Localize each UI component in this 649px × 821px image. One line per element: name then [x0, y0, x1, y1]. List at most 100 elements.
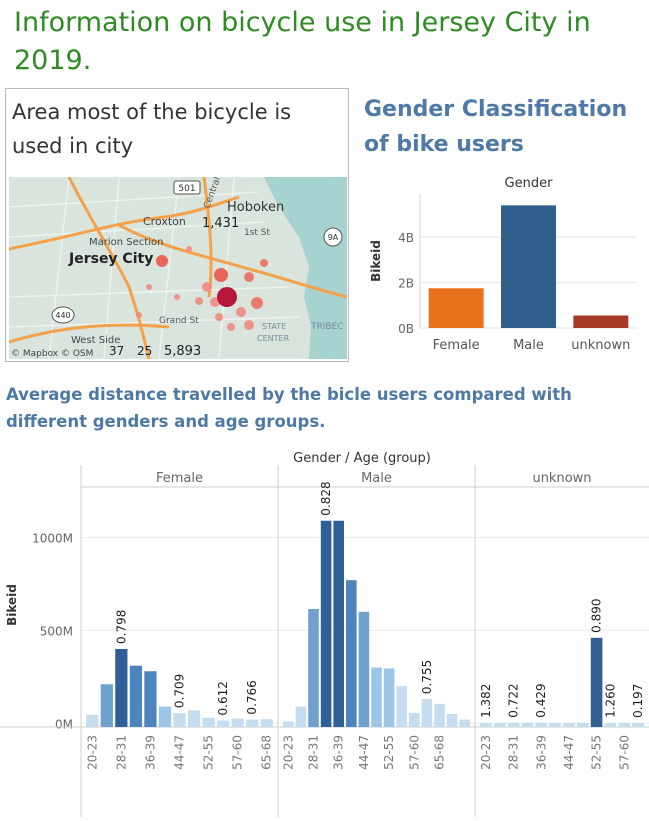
x-tick-label: 36-39 — [534, 735, 548, 770]
gender-section-title: Gender Classification of bike users — [364, 97, 628, 157]
gender-chart: Gender 0B 2B 4B Bikeid Female Male unknown — [362, 168, 649, 360]
bar-female[interactable] — [428, 288, 484, 328]
x-tick-label: 28-31 — [307, 735, 321, 770]
x-tick-label: Female — [433, 338, 480, 353]
data-label: 0.890 — [590, 598, 604, 632]
x-tick-label: 65-68 — [260, 735, 274, 770]
bar-female-4[interactable] — [144, 671, 157, 727]
bar-unknown-3[interactable] — [521, 722, 534, 727]
bar-male-7[interactable] — [371, 667, 382, 727]
station-markers — [136, 246, 268, 331]
bar-male-2[interactable] — [308, 609, 319, 727]
data-label: 0.798 — [114, 610, 128, 644]
bar-female-10[interactable] — [231, 718, 244, 727]
city-map[interactable]: 501 9A 440 Hoboken Jersey City Croxton M… — [9, 177, 347, 359]
grand-st-label: Grand St — [159, 316, 199, 326]
bar-female-1[interactable] — [100, 684, 113, 727]
x-tick-label: 36-39 — [332, 735, 346, 770]
data-label: 0.709 — [173, 674, 187, 708]
x-tick-label: 52-55 — [202, 735, 216, 770]
route-9a-label: 9A — [328, 233, 339, 242]
data-label: 1.382 — [479, 684, 493, 718]
panel-title-male: Male — [361, 471, 392, 486]
x-tick-label: 20-23 — [85, 735, 99, 770]
marion-label: Marion Section — [89, 237, 163, 248]
bar-female-12[interactable] — [260, 719, 273, 727]
hoboken-label: Hoboken — [227, 200, 284, 215]
panel-title-female: Female — [156, 471, 203, 486]
x-tick-label: 36-39 — [143, 735, 157, 770]
distance-chart: Gender / Age (group) Bikeid 0M 500M 1000M Fem… — [0, 445, 649, 817]
data-label: 0.612 — [216, 681, 230, 715]
bar-female-11[interactable] — [246, 719, 259, 727]
west-side-label: West Side — [71, 335, 120, 346]
data-label: 0.197 — [631, 684, 645, 718]
x-tick-label: 44-47 — [173, 735, 187, 770]
bar-male-10[interactable] — [409, 713, 420, 727]
croxton-label: Croxton — [143, 215, 186, 228]
y-tick-label: 500M — [40, 624, 73, 638]
tribeca-label: TRIBEC — [310, 322, 344, 332]
bar-unknown-9[interactable] — [604, 722, 617, 727]
bar-male-0[interactable] — [283, 721, 294, 727]
x-tick-label: 44-47 — [357, 735, 371, 770]
bar-male-11[interactable] — [421, 699, 433, 727]
bar-unknown-8[interactable] — [590, 637, 603, 727]
x-tick-label: 57-60 — [231, 735, 245, 770]
bar-male-3[interactable] — [320, 520, 332, 727]
y-tick-label: 0B — [398, 322, 414, 336]
map-attribution: © Mapbox © OSM — [11, 349, 93, 359]
x-tick-label: 44-47 — [562, 735, 576, 770]
bar-unknown-1[interactable] — [493, 722, 506, 727]
bar-male-13[interactable] — [446, 713, 458, 727]
bar-male-9[interactable] — [396, 686, 407, 727]
bar-unknown-11[interactable] — [632, 722, 644, 727]
dashboard-title: Information on bicycle use in Jersey Cit… — [14, 7, 591, 76]
bar-female-2[interactable] — [115, 648, 128, 727]
bar-male-5[interactable] — [346, 580, 357, 727]
bar-female-8[interactable] — [202, 717, 215, 727]
data-label: 0.828 — [319, 481, 333, 515]
data-label: 1.260 — [603, 684, 617, 718]
count-label-37: 37 — [109, 344, 124, 358]
bar-unknown-5[interactable] — [549, 722, 561, 727]
bar-unknown-10[interactable] — [618, 722, 631, 727]
bar-female-7[interactable] — [187, 710, 201, 727]
bar-unknown-6[interactable] — [563, 722, 575, 727]
bar-female-9[interactable] — [217, 720, 230, 727]
bar-female-6[interactable] — [173, 713, 186, 727]
bar-male-8[interactable] — [383, 668, 395, 727]
bar-male-6[interactable] — [358, 611, 370, 727]
chart-title: Gender — [505, 176, 554, 191]
bar-male-12[interactable] — [434, 703, 445, 727]
bar-female-3[interactable] — [129, 665, 142, 727]
panel-title-unknown: unknown — [532, 471, 591, 486]
x-tick-label: unknown — [571, 338, 630, 353]
bar-unknown-0[interactable] — [480, 722, 492, 727]
bar-unknown-7[interactable] — [576, 722, 589, 727]
map-svg: 501 9A 440 Hoboken Jersey City Croxton M… — [9, 177, 347, 359]
bar-unknown-4[interactable] — [535, 722, 548, 727]
bar-unknown[interactable] — [573, 315, 629, 328]
y-tick-label: 4B — [398, 231, 414, 245]
route-440-label: 440 — [55, 311, 70, 320]
y-tick-label: 1000M — [32, 531, 73, 545]
bar-female-0[interactable] — [86, 714, 99, 727]
bar-male-1[interactable] — [295, 706, 307, 727]
gender-chart-svg: Gender 0B 2B 4B Bikeid Female Male unknown — [369, 176, 637, 353]
count-label-5893: 5,893 — [164, 344, 201, 359]
jersey-city-label: Jersey City — [68, 251, 153, 267]
bar-unknown-2[interactable] — [507, 722, 520, 727]
distance-chart-svg: Gender / Age (group) Bikeid 0M 500M 1000M Fem… — [0, 451, 649, 817]
x-tick-label: 65-68 — [433, 735, 447, 770]
map-panel: Area most of the bicycle is used in city — [5, 88, 349, 362]
data-label: 0.766 — [245, 680, 259, 714]
bar-male-14[interactable] — [459, 719, 470, 727]
chart-title: Gender / Age (group) — [293, 451, 431, 466]
bar-male[interactable] — [501, 205, 556, 328]
distance-section-title: Average distance travelled by the bicle … — [6, 385, 572, 431]
bar-male-4[interactable] — [333, 520, 344, 727]
bar-female-5[interactable] — [158, 706, 172, 727]
y-tick-label: 0M — [55, 717, 73, 731]
first-st-label: 1st St — [244, 228, 271, 238]
